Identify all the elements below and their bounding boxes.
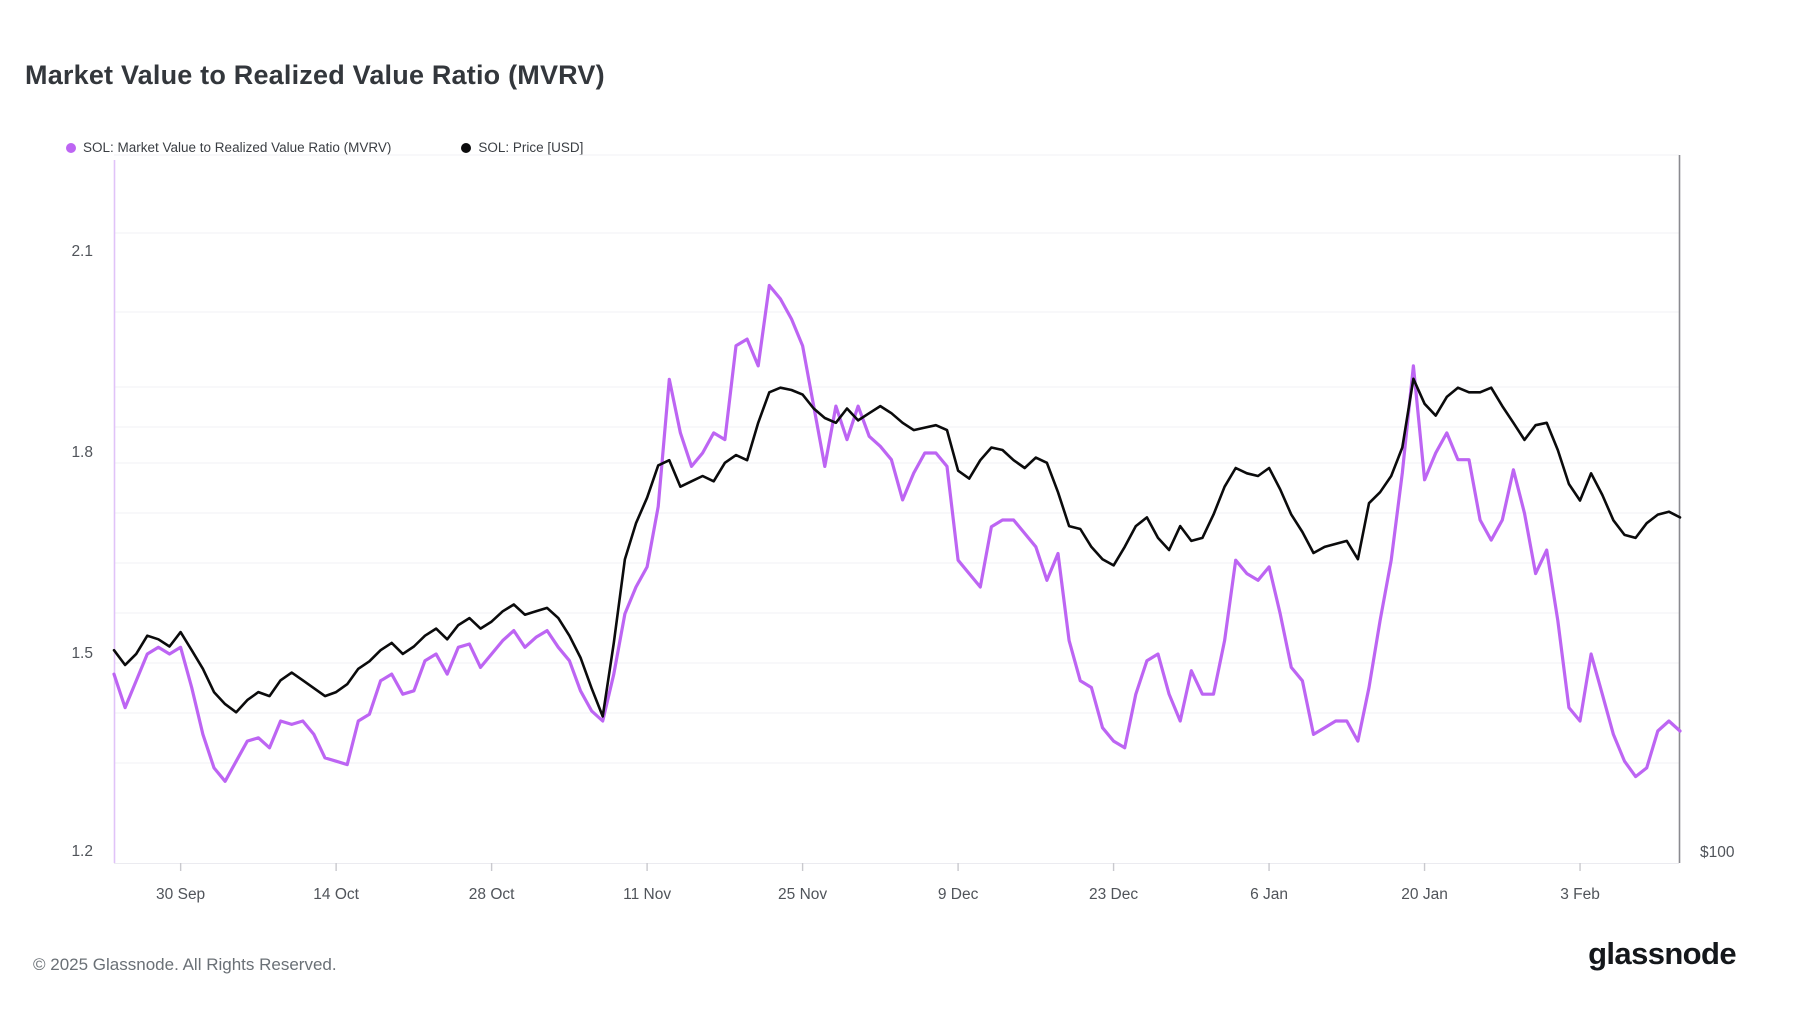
legend-label-price: SOL: Price [USD] [478,140,584,155]
copyright-text: © 2025 Glassnode. All Rights Reserved. [33,955,337,974]
x-axis-tick-label: 9 Dec [937,886,979,903]
x-axis-tick-label: 6 Jan [1250,886,1289,903]
y-axis-tick-label: 2.1 [71,243,93,260]
glassnode-logo[interactable]: glassnode [1588,936,1737,971]
series-lines [112,283,1682,783]
page-title: Market Value to Realized Value Ratio (MV… [25,60,605,91]
x-axis-tick-label: 28 Oct [468,886,515,903]
legend-label-mvrv: SOL: Market Value to Realized Value Rati… [83,140,392,155]
price-line [112,377,1682,718]
y-axis-tick-label: 1.8 [71,444,93,461]
chart-legend: SOL: Market Value to Realized Value Rati… [66,140,653,155]
axis-lines [113,155,1681,864]
x-axis-tick-label: 20 Jan [1401,886,1448,903]
y-axis-tick-label: 1.5 [71,645,93,662]
x-axis-tick-label: 23 Dec [1089,886,1139,903]
legend-item-price[interactable]: SOL: Price [USD] [461,140,583,155]
legend-item-mvrv[interactable]: SOL: Market Value to Realized Value Rati… [66,140,391,155]
x-axis-tick-label: 11 Nov [623,886,672,903]
x-axis-tick-label: 3 Feb [1560,886,1600,903]
x-axis-tick-label: 25 Nov [778,886,828,903]
y-axis-right-label: $100 [1700,844,1735,861]
x-axis-tick-label: 30 Sep [156,886,206,903]
mvrv-line [112,283,1682,783]
axis-tick-marks [179,863,1581,871]
mvrv-series-dot-icon [66,142,76,153]
x-axis-tick-label: 14 Oct [313,886,359,903]
price-series-dot-icon [461,142,472,153]
y-axis-tick-label: 1.2 [71,843,93,860]
gridlines [114,154,1679,764]
